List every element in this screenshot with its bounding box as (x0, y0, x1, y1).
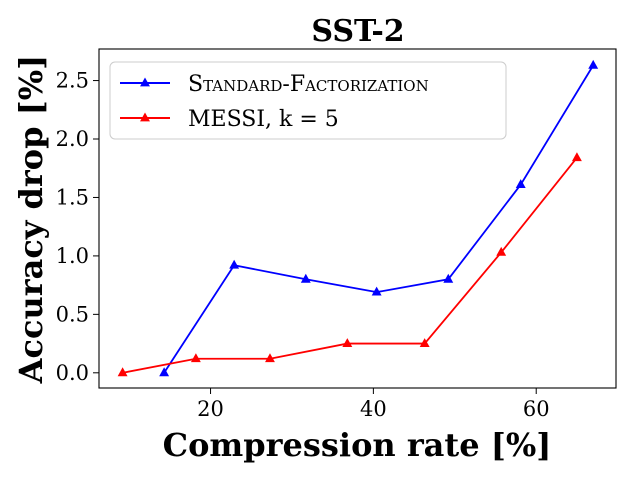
x-axis-label: Compression rate [%] (163, 426, 552, 464)
data-point-0 (229, 259, 240, 269)
chart-title: SST-2 (311, 14, 404, 49)
data-point-1 (117, 367, 128, 377)
legend-label-messi: MESSI, k = 5 (188, 107, 339, 132)
data-point-0 (300, 273, 311, 283)
y-tick-label: 0.5 (56, 302, 89, 326)
data-point-0 (159, 367, 170, 377)
y-tick-label: 1.5 (56, 185, 89, 209)
legend-label-standard: Standard-Factorization (188, 72, 429, 97)
x-tick-label: 20 (197, 397, 224, 421)
y-axis-label: Accuracy drop [%] (12, 55, 50, 385)
series-lines (117, 59, 599, 377)
legend-marker-standard (140, 77, 150, 87)
data-point-0 (443, 273, 454, 283)
data-point-0 (588, 59, 599, 69)
data-point-1 (496, 246, 507, 256)
data-point-0 (515, 179, 526, 189)
x-ticks: 20 40 60 (197, 388, 550, 421)
data-point-1 (419, 338, 430, 347)
y-tick-label: 1.0 (56, 244, 89, 268)
legend-marker-messi (140, 112, 150, 122)
data-point-0 (371, 286, 382, 296)
series-line-1 (122, 157, 578, 374)
y-ticks: 0.0 0.5 1.0 1.5 2.0 2.5 (56, 69, 99, 385)
legend: Standard-Factorization MESSI, k = 5 (109, 61, 507, 140)
data-point-1 (342, 338, 353, 347)
x-tick-label: 60 (523, 397, 550, 421)
x-tick-label: 40 (360, 397, 387, 421)
legend-box (109, 61, 507, 140)
data-point-1 (571, 152, 582, 162)
y-tick-label: 0.0 (56, 361, 89, 385)
data-point-1 (190, 353, 201, 363)
plot-area (98, 48, 617, 389)
data-point-1 (265, 353, 275, 363)
y-tick-label: 2.5 (56, 69, 89, 93)
y-tick-label: 2.0 (56, 127, 89, 151)
